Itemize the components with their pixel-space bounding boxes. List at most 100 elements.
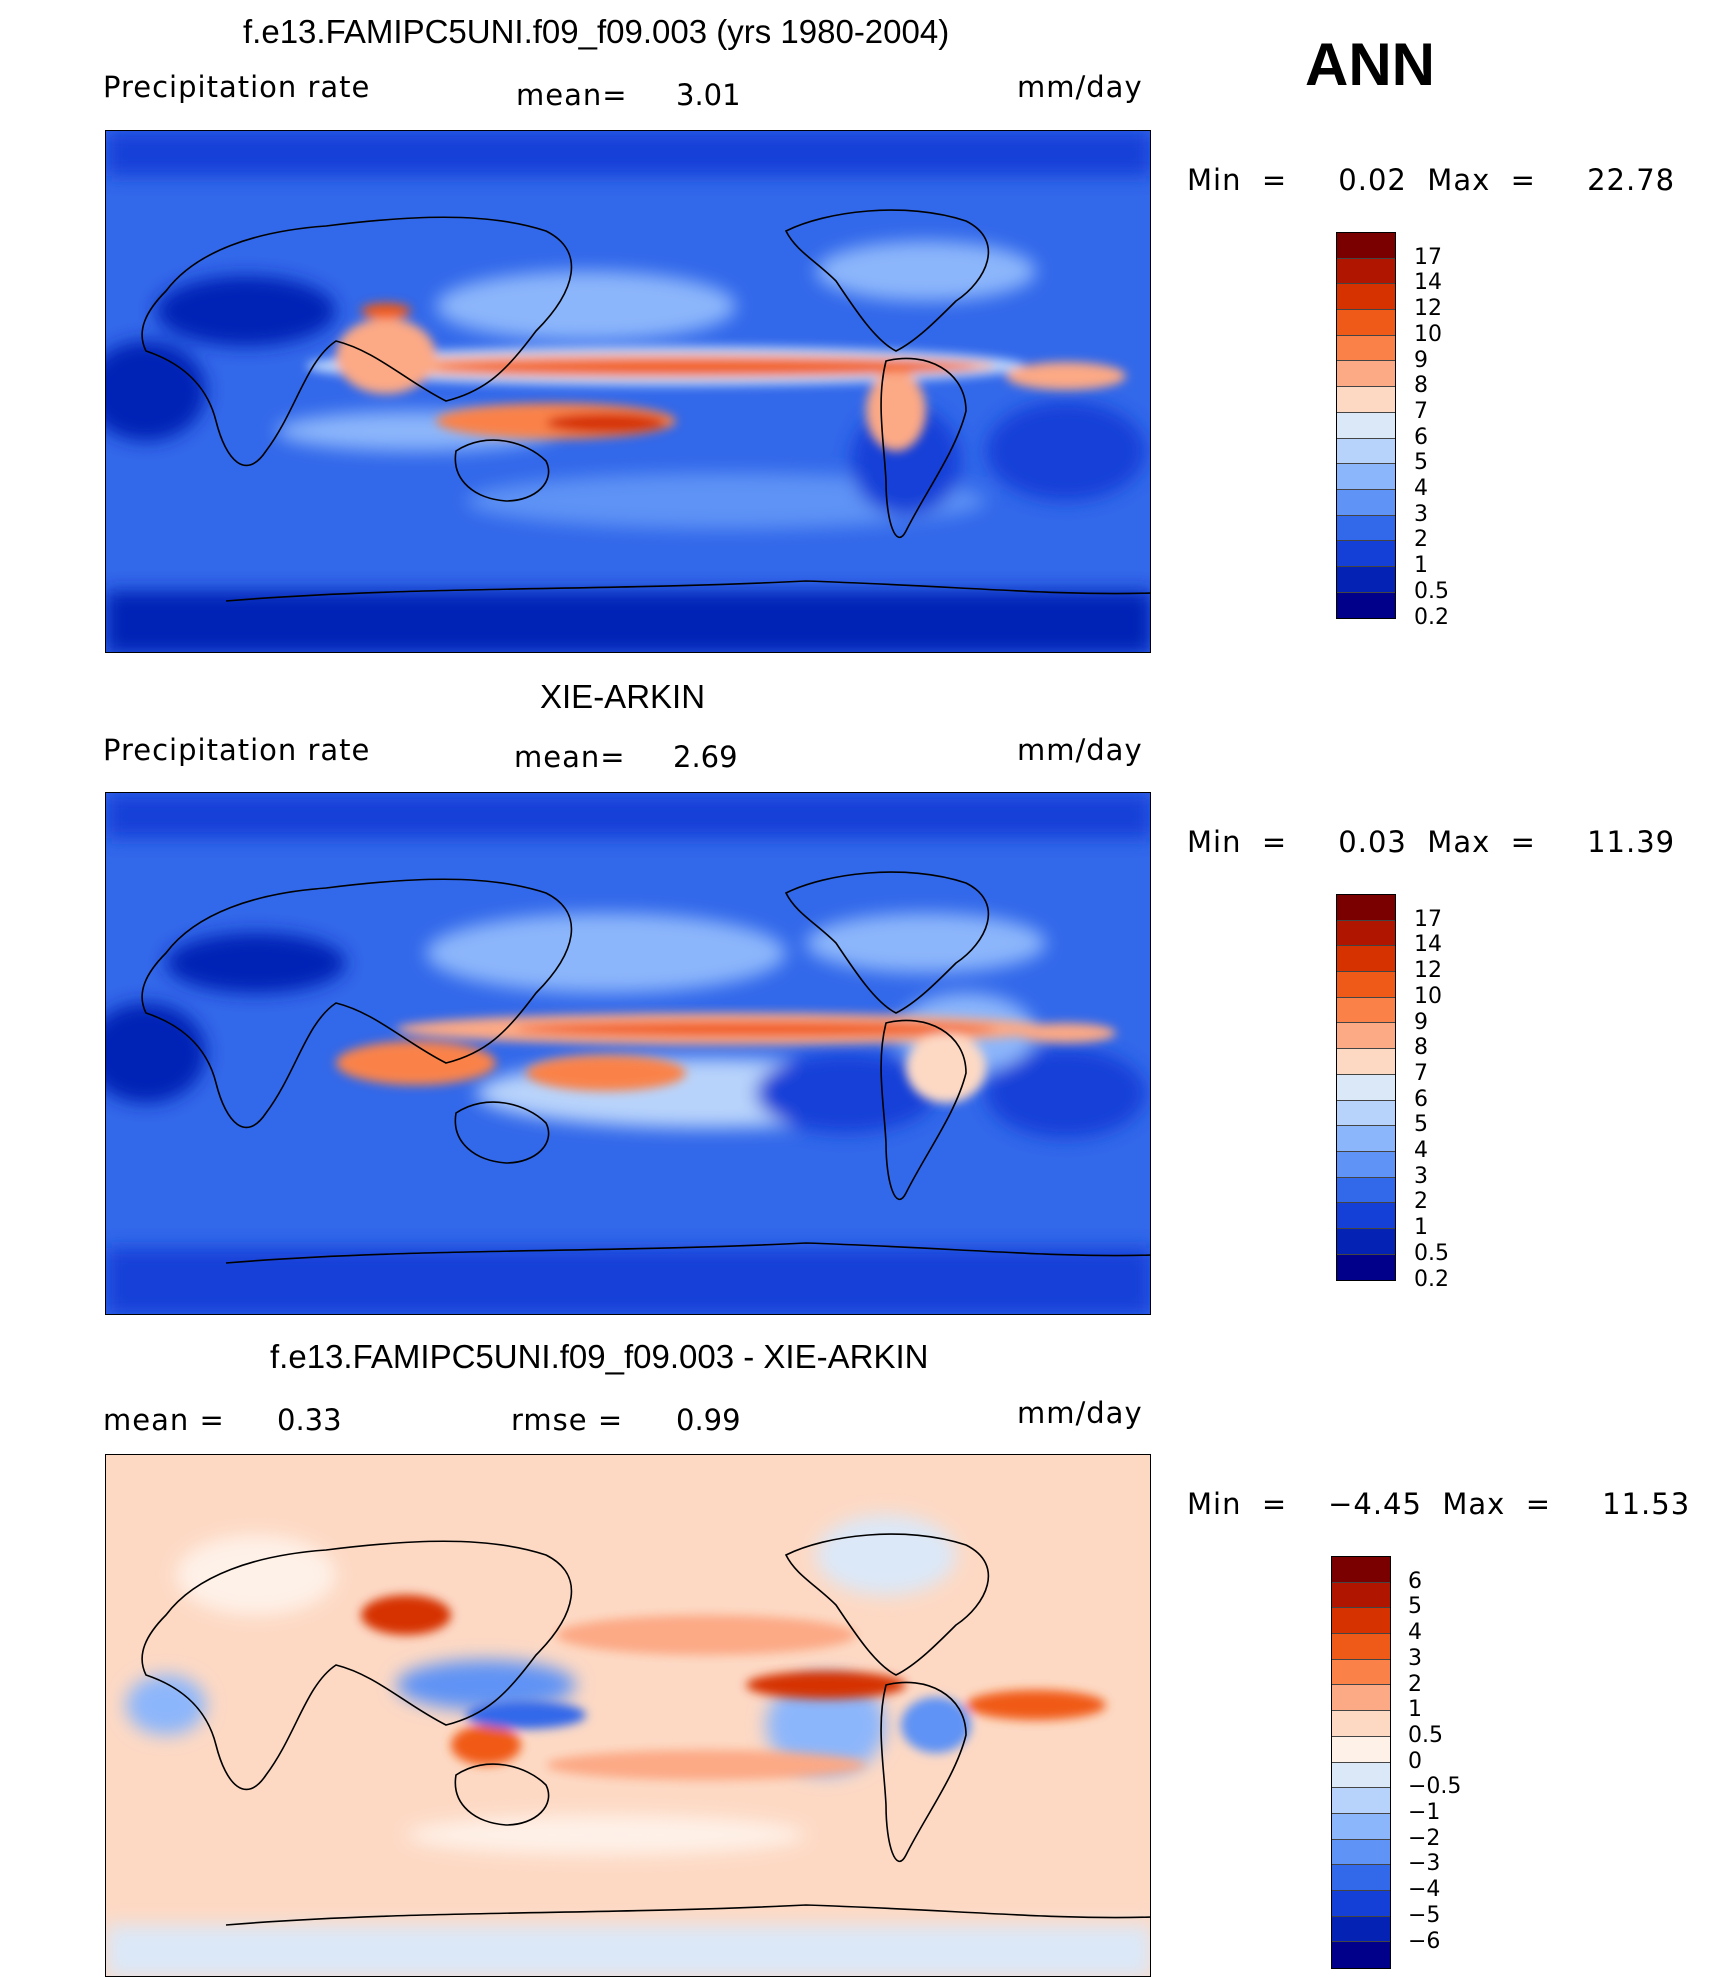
colorbar-swatch (1337, 946, 1395, 973)
colorbar-tick-label: −5 (1408, 1902, 1441, 1928)
colorbar-swatch (1337, 997, 1395, 1024)
panel3-colorbar (1331, 1556, 1391, 1969)
panel1-map-field (106, 131, 1150, 652)
colorbar-swatch (1337, 1023, 1395, 1050)
colorbar-swatch (1332, 1608, 1390, 1635)
colorbar-tick-label: 12 (1414, 296, 1442, 322)
colorbar-swatch (1337, 895, 1395, 921)
colorbar-tick-label: 4 (1414, 476, 1428, 501)
colorbar-tick-label: −1 (1408, 1800, 1441, 1825)
colorbar-swatch (1332, 1736, 1390, 1763)
colorbar-tick-label: −2 (1408, 1825, 1441, 1851)
panel2-map-field (106, 793, 1150, 1314)
colorbar-swatch (1337, 258, 1395, 285)
colorbar-swatch (1332, 1813, 1390, 1840)
colorbar-swatch (1337, 361, 1395, 388)
colorbar-tick-label: −4 (1408, 1877, 1441, 1903)
colorbar-swatch (1337, 233, 1395, 259)
colorbar-tick-label: 9 (1414, 1009, 1428, 1035)
panel1-map (105, 130, 1151, 653)
colorbar-tick-label: 1 (1414, 1215, 1428, 1241)
colorbar-swatch (1337, 1100, 1395, 1127)
colorbar-swatch (1337, 1074, 1395, 1101)
colorbar-tick-label: 5 (1408, 1594, 1422, 1620)
colorbar-swatch (1332, 1685, 1390, 1712)
colorbar-tick-label: 10 (1414, 321, 1442, 347)
colorbar-swatch (1337, 1177, 1395, 1204)
colorbar-swatch (1337, 1228, 1395, 1255)
panel3-mean-label: mean = (103, 1403, 225, 1437)
panel3-units: mm/day (1017, 1396, 1143, 1430)
colorbar-swatch (1337, 412, 1395, 439)
colorbar-tick-label: 12 (1414, 958, 1442, 984)
panel2-variable-label: Precipitation rate (103, 733, 371, 767)
colorbar-swatch (1337, 920, 1395, 947)
colorbar-tick-label: 17 (1414, 906, 1442, 932)
colorbar-swatch (1332, 1762, 1390, 1789)
colorbar-tick-label: 2 (1414, 1189, 1428, 1215)
colorbar-tick-label: 7 (1414, 1060, 1428, 1086)
colorbar-swatch (1337, 1203, 1395, 1229)
colorbar-tick-label: −3 (1408, 1851, 1441, 1877)
colorbar-tick-label: 9 (1414, 347, 1428, 373)
colorbar-swatch (1332, 1634, 1390, 1660)
colorbar-swatch (1332, 1557, 1390, 1583)
panel1-units: mm/day (1017, 70, 1143, 104)
colorbar-swatch (1332, 1711, 1390, 1737)
colorbar-swatch (1337, 1126, 1395, 1152)
panel3-rmse-label: rmse = (511, 1403, 624, 1437)
panel3-colorbar-swatches (1332, 1557, 1390, 1968)
colorbar-swatch (1337, 464, 1395, 490)
colorbar-swatch (1337, 438, 1395, 465)
panel2-minmax: Min = 0.03 Max = 11.39 (1187, 825, 1676, 859)
colorbar-tick-label: 0.5 (1408, 1722, 1443, 1748)
colorbar-tick-label: 4 (1414, 1138, 1428, 1163)
colorbar-swatch (1337, 335, 1395, 362)
colorbar-swatch (1337, 515, 1395, 542)
panel2-units: mm/day (1017, 733, 1143, 767)
colorbar-tick-label: 2 (1408, 1671, 1422, 1697)
colorbar-tick-label: 0.5 (1414, 1240, 1449, 1266)
colorbar-tick-label: 1 (1408, 1697, 1422, 1723)
panel1-title: f.e13.FAMIPC5UNI.f09_f09.003 (yrs 1980-2… (243, 13, 950, 50)
panel1-mean-label: mean= (516, 78, 628, 112)
colorbar-swatch (1337, 592, 1395, 619)
panel3-rmse-value: 0.99 (676, 1403, 741, 1437)
colorbar-swatch (1337, 1151, 1395, 1178)
colorbar-swatch (1337, 284, 1395, 311)
colorbar-swatch (1332, 1582, 1390, 1609)
panel2-mean-label: mean= (514, 740, 626, 774)
colorbar-tick-label: 2 (1414, 527, 1428, 553)
panel2-colorbar-swatches (1337, 895, 1395, 1281)
colorbar-swatch (1332, 1865, 1390, 1891)
colorbar-tick-label: 14 (1414, 932, 1442, 958)
colorbar-swatch (1337, 541, 1395, 567)
colorbar-tick-label: −6 (1408, 1928, 1441, 1954)
colorbar-tick-label: 10 (1414, 983, 1442, 1009)
colorbar-tick-label: 3 (1408, 1645, 1422, 1671)
colorbar-swatch (1332, 1788, 1390, 1814)
colorbar-tick-label: 17 (1414, 244, 1442, 270)
colorbar-tick-label: 4 (1408, 1620, 1422, 1646)
panel3-minmax: Min = −4.45 Max = 11.53 (1187, 1487, 1691, 1521)
colorbar-tick-label: 5 (1414, 1112, 1428, 1138)
colorbar-swatch (1332, 1942, 1390, 1968)
colorbar-swatch (1337, 1049, 1395, 1075)
colorbar-tick-label: 0.2 (1414, 604, 1449, 630)
colorbar-swatch (1337, 972, 1395, 998)
panel3-map (105, 1454, 1151, 1977)
colorbar-tick-label: 1 (1414, 553, 1428, 579)
panel1-colorbar-swatches (1337, 233, 1395, 619)
panel2-mean-value: 2.69 (673, 740, 738, 774)
colorbar-swatch (1332, 1916, 1390, 1943)
panel1-mean-value: 3.01 (676, 78, 741, 112)
colorbar-swatch (1337, 310, 1395, 336)
colorbar-tick-label: 6 (1408, 1568, 1422, 1594)
colorbar-tick-label: 14 (1414, 270, 1442, 296)
colorbar-tick-label: 5 (1414, 450, 1428, 476)
colorbar-tick-label: 8 (1414, 1035, 1428, 1061)
colorbar-swatch (1332, 1890, 1390, 1917)
panel2-title: XIE-ARKIN (540, 678, 706, 715)
colorbar-tick-label: 0 (1408, 1748, 1422, 1774)
colorbar-tick-label: 0.2 (1414, 1266, 1449, 1292)
